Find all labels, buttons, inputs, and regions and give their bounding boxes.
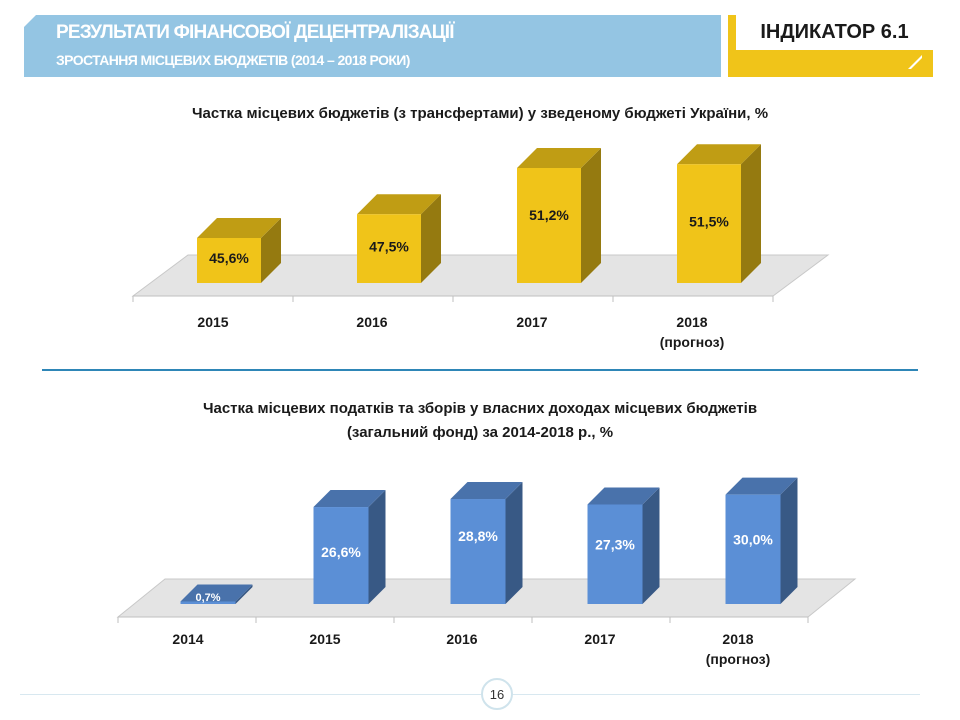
chart2-title-line2: (загальний фонд) за 2014-2018 р., %	[346, 424, 614, 441]
bar	[357, 214, 421, 283]
header-banner	[24, 15, 721, 77]
header-subtitle: ЗРОСТАННЯ МІСЦЕВИХ БЮДЖЕТІВ (2014 – 2018…	[56, 52, 410, 68]
bar-side	[368, 490, 386, 604]
bar	[517, 168, 581, 283]
bar-top	[313, 490, 386, 508]
x-tick-label: 2015	[309, 631, 340, 647]
x-tick-label: 2017	[584, 631, 615, 647]
bar-value-label: 30,0%	[733, 532, 773, 548]
page-number: 16	[481, 678, 513, 710]
indicator-badge: ІНДИКАТОР 6.1	[736, 15, 933, 50]
x-tick-note: (прогноз)	[660, 334, 725, 350]
bar-value-label: 27,3%	[595, 536, 635, 552]
indicator-label: ІНДИКАТОР 6.1	[760, 21, 909, 43]
bar-top	[197, 218, 281, 238]
chart2-title-line1: Частка місцевих податків та зборів у вла…	[202, 400, 758, 417]
bar-value-label: 51,2%	[529, 207, 569, 223]
section-divider	[42, 369, 918, 371]
header-title: РЕЗУЛЬТАТИ ФІНАНСОВОЇ ДЕЦЕНТРАЛІЗАЦІЇ	[56, 22, 455, 43]
bar-value-label: 0,7%	[195, 592, 220, 604]
bar-side	[261, 218, 281, 283]
bar-value-label: 28,8%	[458, 528, 498, 544]
bar-top	[587, 487, 660, 505]
bar-side	[581, 148, 601, 283]
bar-top	[725, 477, 798, 495]
bar	[725, 494, 781, 604]
chart2-title: Частка місцевих податків та зборів у вла…	[80, 397, 880, 445]
x-tick-label: 2017	[516, 314, 547, 330]
bar	[587, 504, 643, 604]
bar-value-label: 51,5%	[689, 213, 729, 229]
chart1-title: Частка місцевих бюджетів (з трансфертами…	[191, 105, 769, 122]
x-tick-label: 2015	[197, 314, 228, 330]
bar-side	[741, 144, 761, 283]
bar-top	[357, 194, 441, 215]
bar-top	[517, 148, 601, 168]
bar	[313, 507, 369, 604]
bar-value-label: 45,6%	[209, 250, 249, 266]
bar-side	[505, 482, 523, 604]
x-tick-label: 2018	[722, 631, 753, 647]
bar-value-label: 26,6%	[321, 544, 361, 560]
x-tick-label: 2016	[446, 631, 477, 647]
bar-top	[677, 144, 761, 165]
x-tick-label: 2016	[356, 314, 387, 330]
bar-side	[421, 194, 441, 283]
bar	[197, 238, 261, 283]
bar	[180, 601, 236, 604]
bar-side	[642, 487, 660, 604]
bar-side	[780, 477, 798, 604]
bar-top	[180, 584, 253, 602]
footer-line	[20, 694, 920, 695]
bar	[677, 164, 741, 283]
bar	[450, 499, 506, 604]
x-tick-note: (прогноз)	[706, 651, 771, 667]
x-tick-label: 2014	[172, 631, 203, 647]
corner-arrow-icon	[908, 55, 922, 69]
x-tick-label: 2018	[676, 314, 707, 330]
bar-top	[450, 482, 523, 500]
bar-value-label: 47,5%	[369, 238, 409, 254]
header-notch	[24, 15, 36, 27]
bar-side	[235, 584, 253, 604]
